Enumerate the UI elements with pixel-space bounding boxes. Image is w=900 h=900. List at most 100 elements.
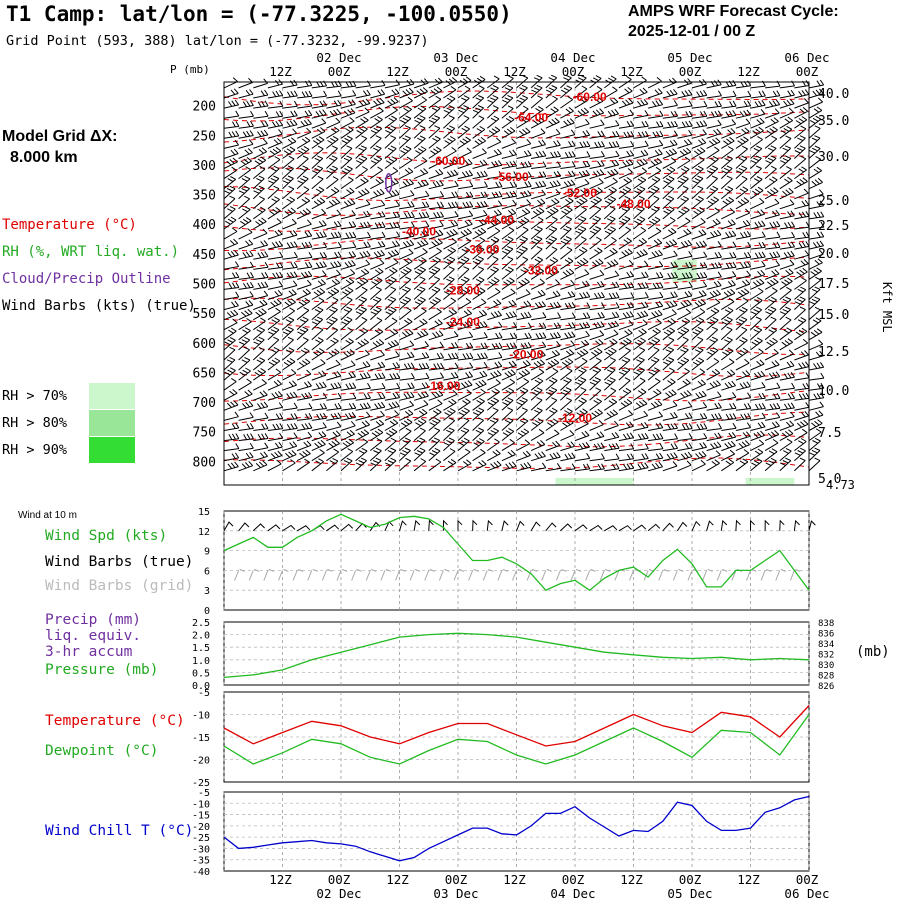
wind-barb <box>340 371 357 381</box>
wind-barb <box>487 75 500 89</box>
wind-barb <box>253 129 269 139</box>
wind-barb <box>808 276 822 290</box>
wind-barb <box>297 392 313 401</box>
wind-barb <box>750 176 763 190</box>
wind-barb <box>223 238 239 250</box>
wind-barb <box>399 115 412 129</box>
wind-barb <box>647 388 662 401</box>
wind-barb <box>633 453 649 462</box>
wind-barb <box>691 459 706 472</box>
isotherm-line <box>223 152 810 166</box>
wind-barb <box>253 442 269 452</box>
wind-barb <box>223 291 240 300</box>
wind-barb <box>618 186 632 200</box>
wind-barb <box>384 428 398 442</box>
wind-barb <box>326 209 342 220</box>
wind-barb <box>721 369 736 381</box>
wind-barb <box>487 218 502 230</box>
wind-barb <box>457 459 472 472</box>
windchill-panel-ytick: -5 <box>198 788 210 799</box>
time-tick-bottom: 12Z <box>503 872 526 887</box>
wind-barb <box>443 211 459 220</box>
wind-barb <box>735 306 748 321</box>
date-tick-bottom: 06 Dec <box>784 886 829 900</box>
wind-barb <box>296 316 309 331</box>
wind-barb <box>223 422 240 431</box>
wind-barb <box>267 412 284 421</box>
wind-barb <box>501 94 514 109</box>
wind-barb <box>618 159 634 169</box>
wind-barb <box>457 201 474 210</box>
wind-barb <box>735 90 752 99</box>
wind-barb <box>326 220 342 230</box>
wind-barb <box>311 208 327 220</box>
wind-barb <box>311 347 325 361</box>
wind-barb <box>779 457 792 472</box>
wind-barb <box>253 423 269 431</box>
wind-barb <box>472 448 486 462</box>
wind-barb <box>750 421 766 431</box>
legend-rh80-swatch <box>89 410 135 436</box>
wind-barb <box>223 309 239 321</box>
wind-barb <box>457 407 470 421</box>
wind-barb <box>267 390 283 401</box>
wind-barb <box>589 431 605 442</box>
wind-barb <box>706 413 722 421</box>
wind-barb <box>691 307 706 321</box>
wind-barb <box>735 412 752 421</box>
wind-barb <box>399 447 411 462</box>
wind-barb <box>721 207 736 220</box>
wind-barb <box>735 197 750 210</box>
wind-barb <box>297 413 313 421</box>
wind-barb <box>413 318 428 331</box>
temp-panel-ytick: -15 <box>192 733 210 744</box>
true-wind-barb <box>793 519 800 531</box>
wind-barb <box>589 160 605 169</box>
wind-barb <box>238 460 254 472</box>
true-wind-barb <box>589 524 603 532</box>
wind-barb <box>574 74 587 89</box>
wind-barb <box>428 372 445 381</box>
isotherm-label: -52.00 <box>563 186 597 200</box>
wind-barb <box>618 109 634 119</box>
wind-barb <box>662 175 675 190</box>
wind-barb <box>779 210 795 220</box>
wind-barb <box>808 177 823 190</box>
wind-barb <box>779 116 793 129</box>
true-wind-barb <box>647 523 661 532</box>
wind-barb <box>779 268 794 280</box>
wind-barb <box>794 419 809 431</box>
wind-barb <box>501 226 515 240</box>
wind-barb <box>355 372 371 381</box>
wind-barb <box>691 317 705 331</box>
wind-barb <box>706 380 721 391</box>
wind-barb <box>808 372 825 381</box>
wind-barb <box>472 95 485 109</box>
wind-barb <box>662 110 679 119</box>
wind-barb <box>764 145 777 159</box>
wind-barb <box>647 166 662 180</box>
wind-barb <box>662 367 675 381</box>
wind-barb <box>223 99 240 109</box>
wind-barb <box>326 326 339 341</box>
wind-barb <box>253 460 268 472</box>
wind-barb <box>618 237 632 250</box>
wind-barb <box>369 447 382 462</box>
wind-barb <box>238 281 254 290</box>
wind-barb <box>808 267 822 280</box>
wind-barb <box>618 292 635 300</box>
wind-barb <box>384 189 400 200</box>
wind-barb <box>808 392 825 401</box>
wind-barb <box>253 367 266 381</box>
wind-barb <box>735 279 751 290</box>
wind-barb <box>311 165 324 179</box>
wind-barb <box>370 188 385 200</box>
wind-barb <box>808 115 822 129</box>
true-wind-barb <box>574 524 588 532</box>
wind-barb <box>706 298 721 311</box>
wind-barb <box>370 115 383 129</box>
pressure-y2-tick: 830 <box>818 661 834 671</box>
wind-barb <box>618 87 633 99</box>
wind-barb <box>472 342 488 351</box>
wind-barb <box>720 326 733 341</box>
